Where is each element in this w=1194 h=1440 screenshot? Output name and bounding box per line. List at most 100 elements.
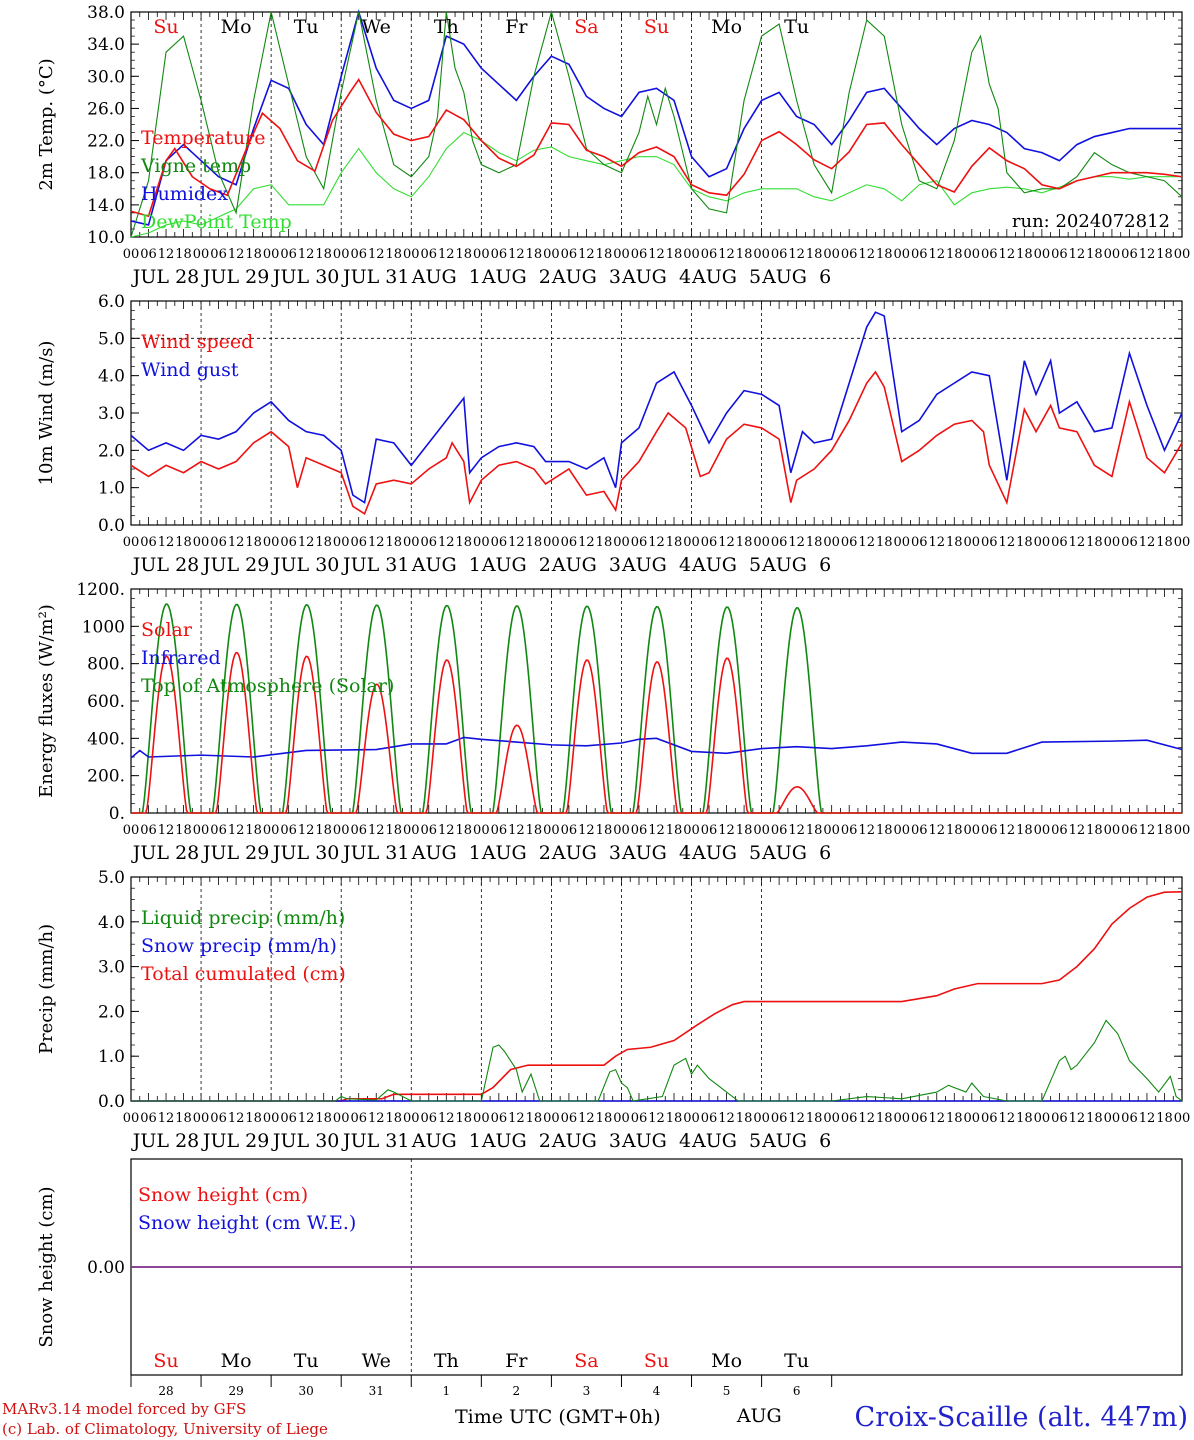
y-tick-label: 3.0 xyxy=(98,404,125,424)
day-number-label: 3 xyxy=(583,1384,591,1398)
hour-tick-label: 12 xyxy=(228,535,245,550)
date-label: AUG 5 xyxy=(691,842,761,864)
date-label: AUG 5 xyxy=(691,554,761,576)
hour-tick-label: 12 xyxy=(228,823,245,838)
hour-tick-label: 06 xyxy=(1121,247,1138,262)
hour-tick-label: 18 xyxy=(526,1111,543,1126)
hour-tick-label: 18 xyxy=(876,1111,893,1126)
day-name-label: Mo xyxy=(221,16,252,38)
hour-tick-label: 18 xyxy=(456,823,473,838)
series-line-solar xyxy=(131,651,1182,814)
date-label: AUG 3 xyxy=(551,266,621,288)
hour-tick-label: 00 xyxy=(823,535,840,550)
hour-tick-label: 06 xyxy=(350,1111,367,1126)
hour-tick-label: 06 xyxy=(140,247,157,262)
hour-tick-label: 12 xyxy=(648,247,665,262)
hour-tick-label: 12 xyxy=(858,1111,875,1126)
hour-tick-label: 12 xyxy=(158,247,175,262)
legend-entry: Top of Atmosphere (Solar) xyxy=(141,675,394,697)
hour-tick-label: 18 xyxy=(596,1111,613,1126)
hour-tick-label: 18 xyxy=(736,535,753,550)
y-tick-label: 14.0 xyxy=(87,196,125,216)
day-name-label: Fr xyxy=(505,1350,528,1372)
hour-tick-label: 18 xyxy=(245,535,262,550)
hour-tick-label: 18 xyxy=(736,823,753,838)
hour-tick-label: 06 xyxy=(561,823,578,838)
hour-tick-label: 00 xyxy=(123,535,140,550)
hour-tick-label: 12 xyxy=(788,247,805,262)
series-line-wind-speed xyxy=(130,370,1183,515)
hour-tick-label: 06 xyxy=(421,1111,438,1126)
date-label: JUL 29 xyxy=(201,842,269,864)
hour-tick-label: 12 xyxy=(298,823,315,838)
hour-tick-label: 06 xyxy=(1051,247,1068,262)
run-annotation: run: 2024072812 xyxy=(1012,211,1170,232)
hour-tick-label: 12 xyxy=(1139,247,1156,262)
hour-tick-label: 18 xyxy=(175,1111,192,1126)
hour-tick-label: 18 xyxy=(526,535,543,550)
y-tick-label: 600. xyxy=(87,692,125,712)
hour-tick-label: 18 xyxy=(175,247,192,262)
hour-tick-label: 06 xyxy=(421,535,438,550)
hour-tick-label: 12 xyxy=(788,823,805,838)
hour-tick-label: 18 xyxy=(385,247,402,262)
y-tick-label: 1200. xyxy=(76,580,125,600)
hour-tick-label: 06 xyxy=(911,535,928,550)
series-line-dewpoint-temp xyxy=(130,131,1182,238)
hour-tick-label: 12 xyxy=(438,1111,455,1126)
hour-tick-label: 00 xyxy=(333,535,350,550)
month-label: AUG xyxy=(736,1405,782,1427)
hour-tick-label: 00 xyxy=(893,535,910,550)
y-tick-label: 200. xyxy=(87,767,125,787)
model-credit-line2: (c) Lab. of Climatology, University of L… xyxy=(2,1420,328,1438)
day-number-label: 30 xyxy=(299,1384,314,1398)
date-label: JUL 31 xyxy=(341,842,409,864)
panel-1 xyxy=(130,9,1183,238)
series-line-liquid-precip-mm-h- xyxy=(131,1019,1183,1102)
legend-entry: Liquid precip (mm/h) xyxy=(141,907,345,929)
date-label: AUG 1 xyxy=(411,554,481,576)
hour-tick-label: 12 xyxy=(158,1111,175,1126)
y-axis-label: Snow height (cm) xyxy=(36,1186,57,1347)
hour-tick-label: 00 xyxy=(753,247,770,262)
hour-tick-label: 00 xyxy=(123,823,140,838)
hour-tick-label: 06 xyxy=(701,823,718,838)
series-line-wind-gust xyxy=(130,311,1183,504)
hour-tick-label: 06 xyxy=(771,823,788,838)
hour-tick-label: 06 xyxy=(1121,1111,1138,1126)
hour-tick-label: 06 xyxy=(210,1111,227,1126)
hour-tick-label: 12 xyxy=(228,247,245,262)
hour-tick-label: 06 xyxy=(210,247,227,262)
hour-tick-label: 12 xyxy=(648,823,665,838)
y-axis-label: Energy fluxes (W/m²) xyxy=(36,604,57,798)
hour-tick-label: 06 xyxy=(771,1111,788,1126)
day-number-label: 28 xyxy=(158,1384,173,1398)
y-tick-label: 400. xyxy=(87,729,125,749)
hour-tick-label: 12 xyxy=(1139,823,1156,838)
hour-tick-label: 18 xyxy=(666,823,683,838)
hour-tick-label: 18 xyxy=(596,823,613,838)
hour-tick-label: 06 xyxy=(771,535,788,550)
date-label: AUG 6 xyxy=(761,842,831,864)
hour-tick-label: 18 xyxy=(1086,535,1103,550)
panel-frame xyxy=(130,588,1183,814)
day-number-label: 4 xyxy=(653,1384,661,1398)
hour-tick-label: 18 xyxy=(946,1111,963,1126)
hour-tick-label: 18 xyxy=(526,247,543,262)
hour-tick-label: 06 xyxy=(841,823,858,838)
y-tick-label: 4.0 xyxy=(98,367,125,387)
y-tick-label: 0.0 xyxy=(98,1092,125,1112)
day-number-label: 2 xyxy=(513,1384,521,1398)
hour-tick-label: 00 xyxy=(1174,1111,1191,1126)
hour-tick-label: 18 xyxy=(806,1111,823,1126)
hour-tick-label: 00 xyxy=(403,535,420,550)
hour-tick-label: 18 xyxy=(1016,535,1033,550)
hour-tick-label: 18 xyxy=(315,1111,332,1126)
hour-tick-label: 06 xyxy=(631,823,648,838)
hour-tick-label: 12 xyxy=(298,247,315,262)
hour-tick-label: 12 xyxy=(158,823,175,838)
hour-tick-label: 18 xyxy=(806,247,823,262)
hour-tick-label: 18 xyxy=(315,535,332,550)
hour-tick-label: 18 xyxy=(876,823,893,838)
hour-tick-label: 00 xyxy=(1174,247,1191,262)
